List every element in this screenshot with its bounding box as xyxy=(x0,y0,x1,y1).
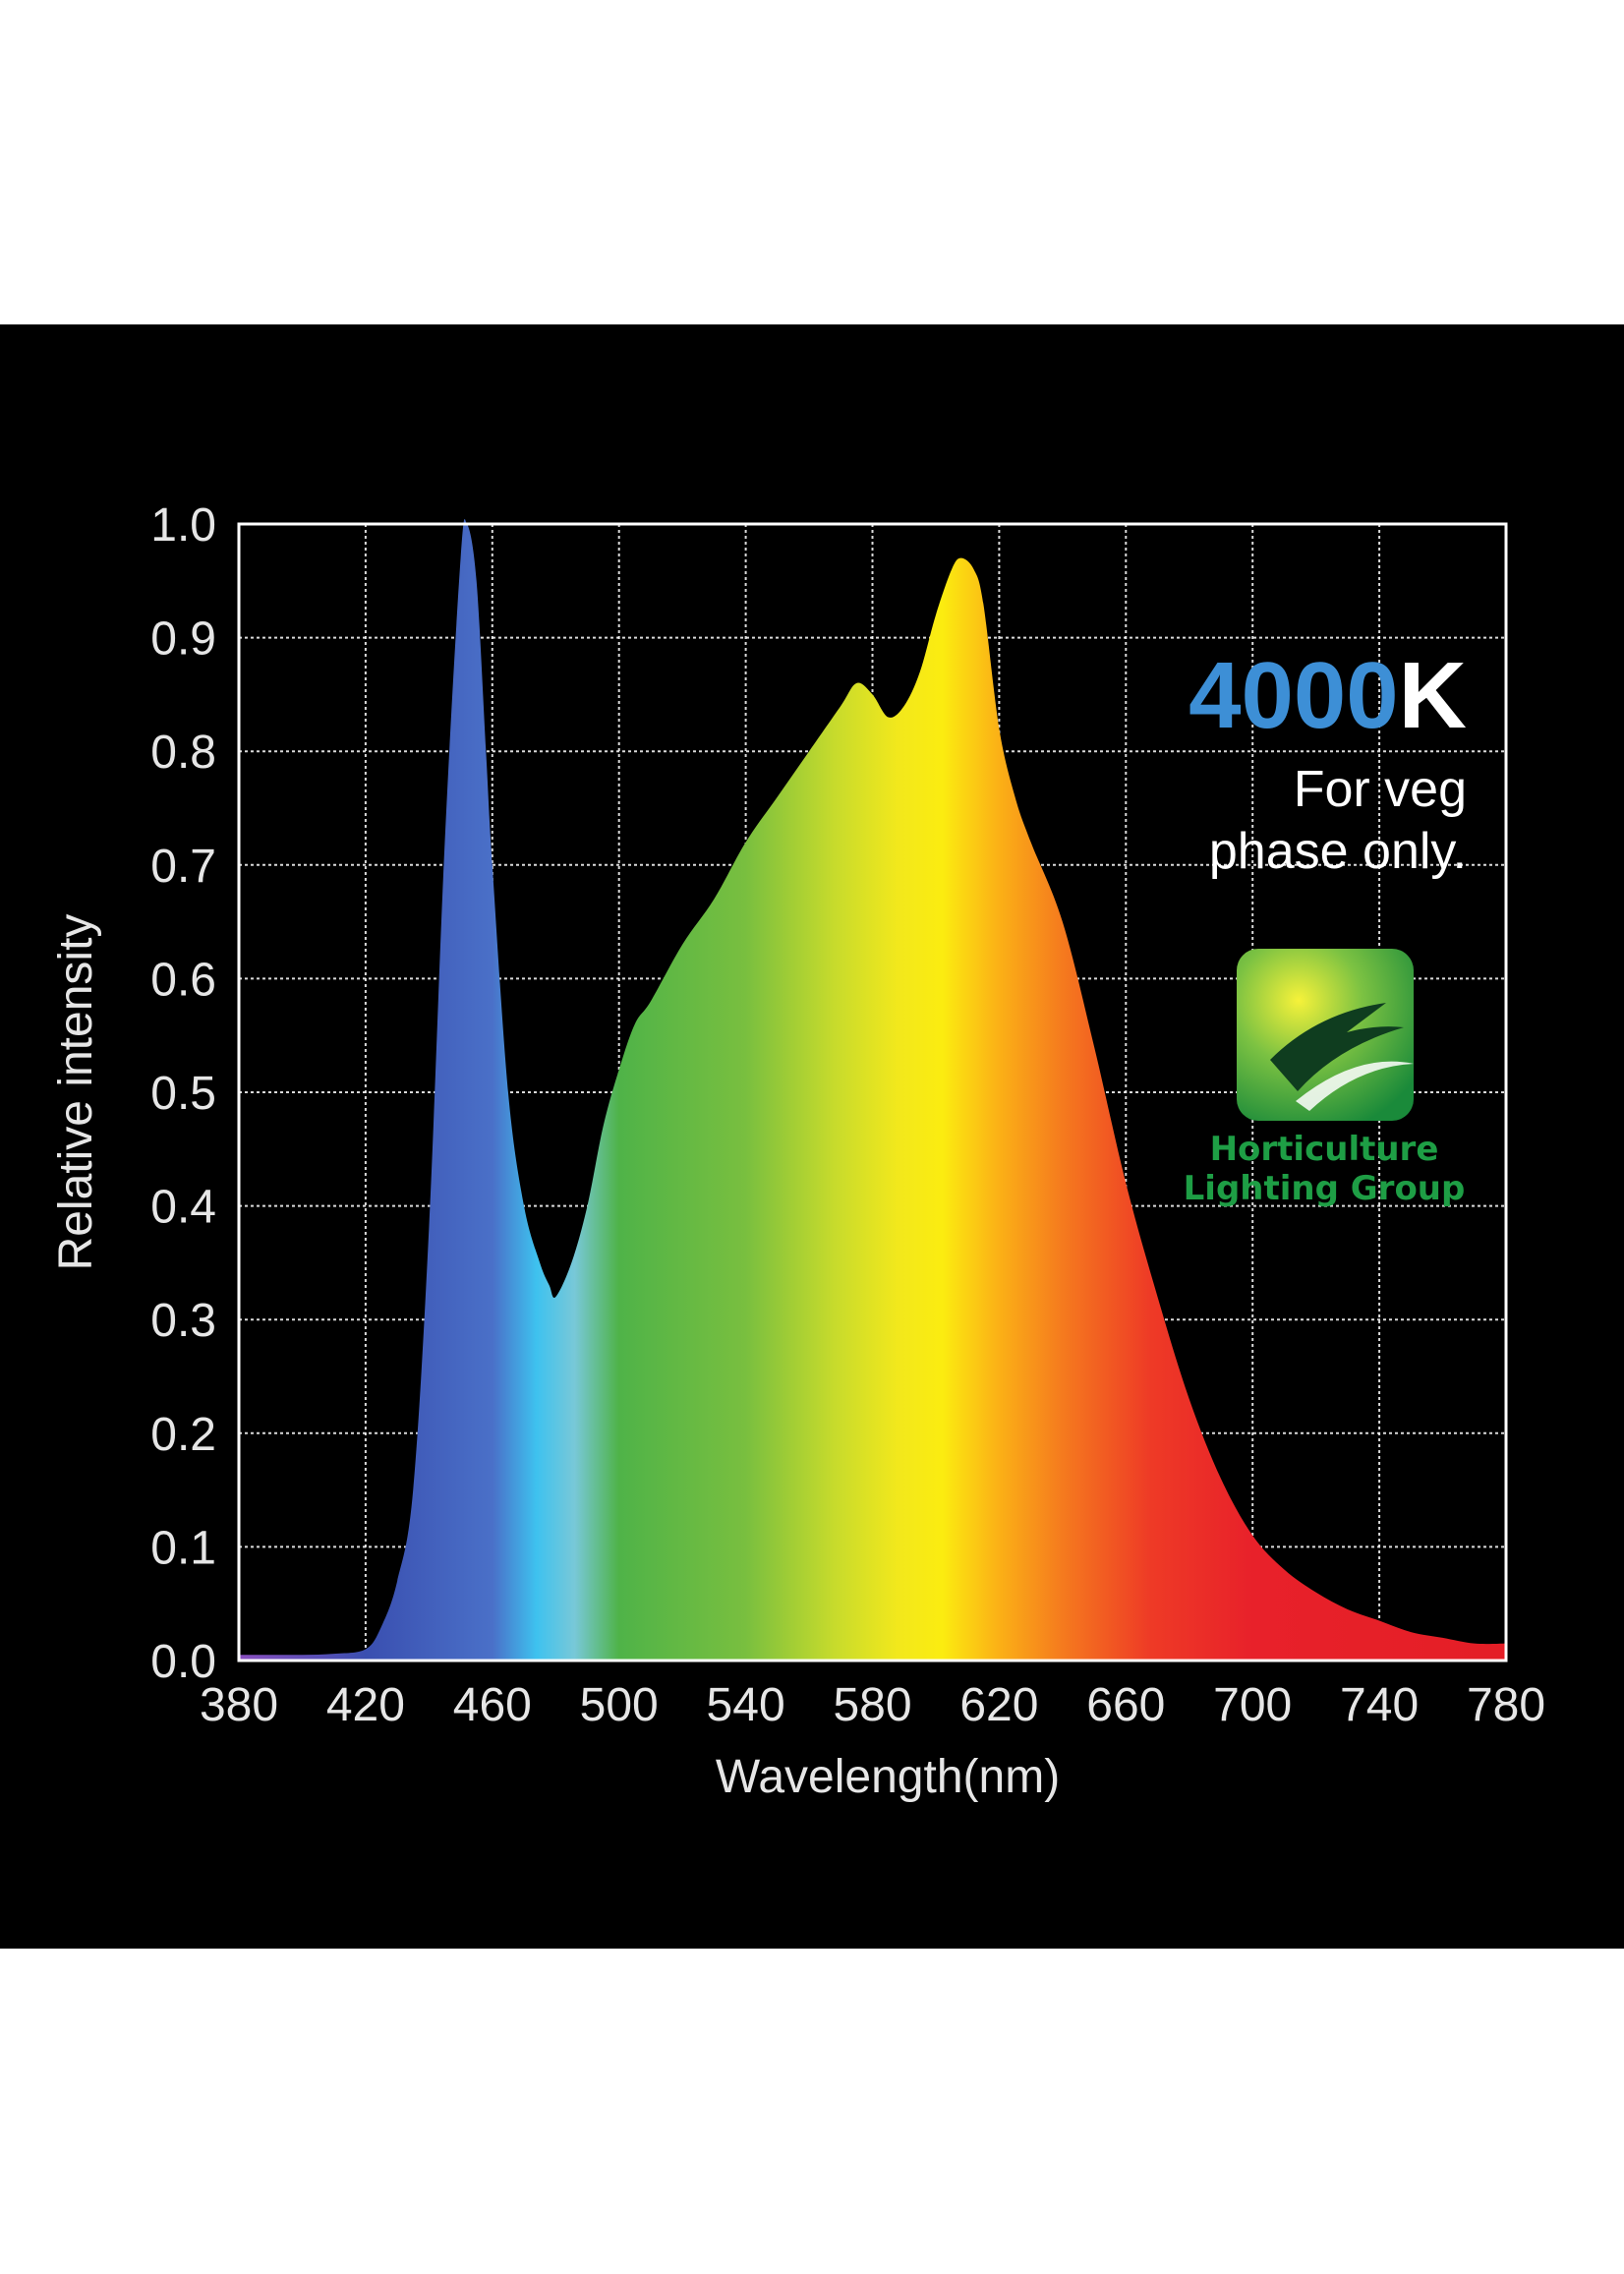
y-axis-title: Relative intensity xyxy=(50,914,102,1271)
y-tick-label: 1.0 xyxy=(150,499,216,552)
spectrum-area xyxy=(239,519,1506,1661)
x-tick-label: 580 xyxy=(833,1679,911,1731)
x-tick-label: 460 xyxy=(453,1679,532,1731)
note-line-1: For veg xyxy=(1294,761,1467,818)
x-tick-label: 740 xyxy=(1340,1679,1419,1731)
cct-unit: K xyxy=(1399,643,1467,748)
x-tick-label: 660 xyxy=(1086,1679,1165,1731)
y-tick-label: 0.2 xyxy=(150,1409,216,1461)
y-tick-label: 0.6 xyxy=(150,954,216,1006)
x-tick-label: 380 xyxy=(200,1679,278,1731)
x-tick-label: 700 xyxy=(1213,1679,1292,1731)
x-tick-label: 620 xyxy=(959,1679,1038,1731)
y-tick-label: 0.1 xyxy=(150,1522,216,1574)
y-tick-label: 0.9 xyxy=(150,613,216,666)
x-axis-title: Wavelength(nm) xyxy=(716,1751,1060,1803)
x-tick-label: 420 xyxy=(326,1679,405,1731)
logo-text-line1: Horticulture xyxy=(1210,1130,1439,1169)
logo-text-line2: Lighting Group xyxy=(1184,1169,1466,1208)
cct-label: 4000K xyxy=(1189,643,1467,748)
note-line-2: phase only. xyxy=(1209,823,1467,880)
chart-panel: 0.0 0.1 0.2 0.3 0.4 0.5 0.6 0.7 0.8 0.9 1.0 380 420… xyxy=(0,324,1624,1949)
horticulture-lighting-group-logo: Horticulture Lighting Group xyxy=(1184,949,1466,1208)
x-tick-label: 500 xyxy=(580,1679,659,1731)
y-tick-label: 0.7 xyxy=(150,841,216,893)
logo-swoosh xyxy=(1270,1003,1404,1091)
y-tick-label: 0.0 xyxy=(150,1636,216,1688)
x-tick-labels: 380 420 460 500 540 580 620 660 700 740 780 xyxy=(200,1679,1545,1731)
y-tick-label: 0.5 xyxy=(150,1068,216,1120)
logo-swoosh-light xyxy=(1296,1061,1414,1111)
plot-frame xyxy=(237,522,1508,1662)
cct-number: 4000 xyxy=(1189,643,1399,748)
y-tick-labels: 0.0 0.1 0.2 0.3 0.4 0.5 0.6 0.7 0.8 0.9 1.0 xyxy=(150,499,216,1688)
y-tick-label: 0.4 xyxy=(150,1182,216,1234)
x-tick-label: 540 xyxy=(707,1679,785,1731)
y-tick-label: 0.3 xyxy=(150,1295,216,1347)
y-tick-label: 0.8 xyxy=(150,727,216,779)
spectrum-chart: 0.0 0.1 0.2 0.3 0.4 0.5 0.6 0.7 0.8 0.9 1.0 380 420… xyxy=(50,499,1545,1803)
x-tick-label: 780 xyxy=(1467,1679,1545,1731)
